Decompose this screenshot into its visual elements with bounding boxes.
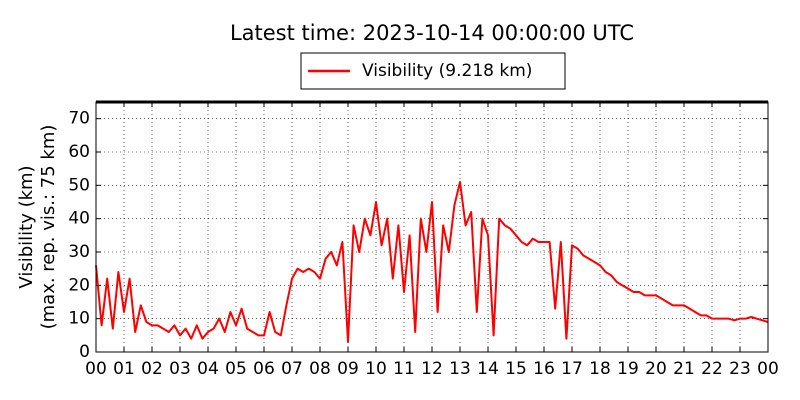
y-tick-label: 40 bbox=[68, 209, 90, 229]
x-tick-label: 07 bbox=[281, 359, 303, 379]
x-tick-label: 04 bbox=[197, 359, 219, 379]
x-tick-label: 01 bbox=[113, 359, 135, 379]
x-tick-label: 15 bbox=[505, 359, 527, 379]
y-tick-label: 50 bbox=[68, 175, 90, 195]
y-axis-label: Visibility (km) (max. rep. vis.: 75 km) bbox=[16, 125, 59, 330]
x-tick-label: 00 bbox=[85, 359, 107, 379]
x-tick-label: 14 bbox=[477, 359, 499, 379]
x-tick-label: 16 bbox=[533, 359, 555, 379]
chart-title: Latest time: 2023-10-14 00:00:00 UTC bbox=[230, 21, 634, 45]
x-tick-label: 23 bbox=[729, 359, 751, 379]
x-tick-label: 13 bbox=[449, 359, 471, 379]
x-tick-label: 09 bbox=[337, 359, 359, 379]
x-tick-label: 22 bbox=[701, 359, 723, 379]
y-axis-label-line: Visibility (km) bbox=[16, 165, 37, 288]
x-tick-label: 18 bbox=[589, 359, 611, 379]
y-axis-label-line: (max. rep. vis.: 75 km) bbox=[38, 125, 59, 330]
y-tick-label: 70 bbox=[68, 109, 90, 129]
x-tick-label: 06 bbox=[253, 359, 275, 379]
x-tick-label: 12 bbox=[421, 359, 443, 379]
x-tick-label: 02 bbox=[141, 359, 163, 379]
y-tick-label: 10 bbox=[68, 309, 90, 329]
legend-label: Visibility (9.218 km) bbox=[362, 61, 532, 81]
x-tick-label: 11 bbox=[393, 359, 415, 379]
x-tick-label: 10 bbox=[365, 359, 387, 379]
x-tick-label: 21 bbox=[673, 359, 695, 379]
x-tick-label: 03 bbox=[169, 359, 191, 379]
x-tick-label: 19 bbox=[617, 359, 639, 379]
y-tick-label: 0 bbox=[79, 342, 90, 362]
y-tick-label: 30 bbox=[68, 242, 90, 262]
x-tick-label: 08 bbox=[309, 359, 331, 379]
data-line bbox=[95, 181, 769, 343]
x-tick-label: 20 bbox=[645, 359, 667, 379]
y-tick-label: 20 bbox=[68, 275, 90, 295]
x-tick-label: 00 bbox=[757, 359, 779, 379]
y-tick-label: 60 bbox=[68, 142, 90, 162]
x-tick-label: 05 bbox=[225, 359, 247, 379]
x-tick-label: 17 bbox=[561, 359, 583, 379]
